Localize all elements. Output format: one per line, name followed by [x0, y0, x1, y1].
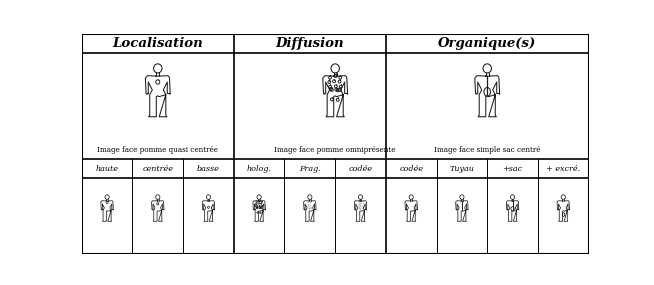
- Text: codée: codée: [399, 165, 423, 173]
- Text: +sac: +sac: [502, 165, 523, 173]
- Text: Tuyau: Tuyau: [449, 165, 474, 173]
- Text: Image face simple sac centré: Image face simple sac centré: [434, 146, 540, 154]
- Text: Diffusion: Diffusion: [275, 37, 344, 50]
- Text: haute: haute: [95, 165, 118, 173]
- Text: Organique(s): Organique(s): [438, 37, 536, 50]
- Circle shape: [309, 208, 310, 209]
- Text: centrée: centrée: [143, 165, 173, 173]
- Text: Image face pomme omniprésente: Image face pomme omniprésente: [275, 146, 396, 154]
- Text: holog.: holog.: [247, 165, 271, 173]
- Text: Localisation: Localisation: [112, 37, 203, 50]
- Text: + excré.: + excré.: [546, 165, 580, 173]
- Text: Image face pomme quasi centrée: Image face pomme quasi centrée: [97, 146, 218, 154]
- Text: codée: codée: [349, 165, 373, 173]
- Text: Frag.: Frag.: [299, 165, 320, 173]
- Text: basse: basse: [197, 165, 220, 173]
